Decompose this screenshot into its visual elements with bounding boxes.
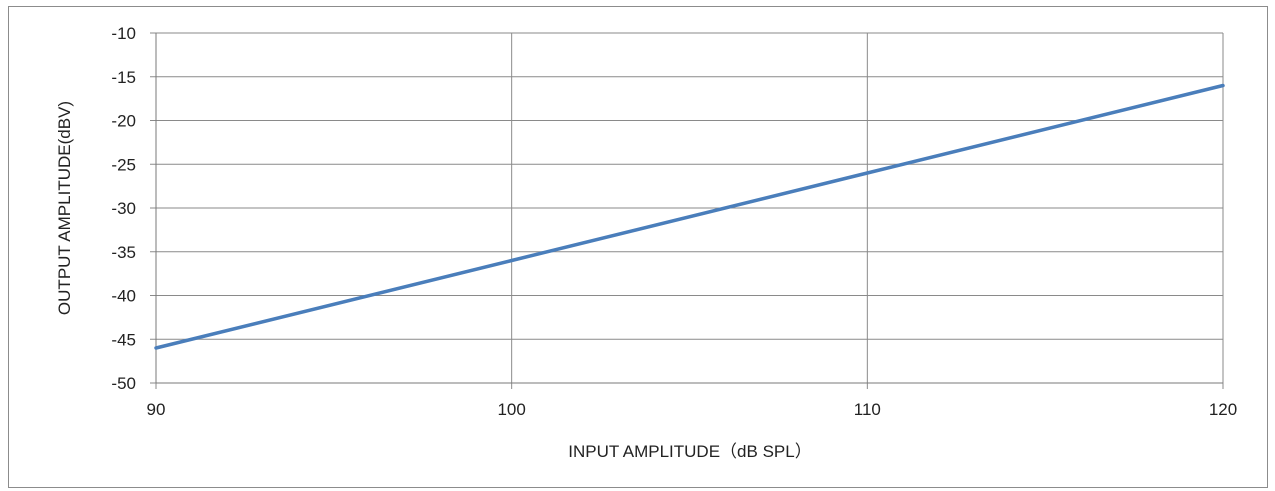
y-tick-label: -20 <box>111 112 136 131</box>
y-tick-label: -50 <box>111 374 136 393</box>
y-tick-label: -10 <box>111 24 136 43</box>
y-tick-label: -25 <box>111 155 136 174</box>
y-tick-label: -45 <box>111 330 136 349</box>
y-tick-label: -15 <box>111 68 136 87</box>
x-tick-label: 100 <box>497 400 525 419</box>
x-tick-label: 120 <box>1209 400 1237 419</box>
chart-frame <box>8 6 1268 488</box>
y-tick-label: -30 <box>111 199 136 218</box>
axes <box>150 32 1224 389</box>
y-tick-labels: -10 -15 -20 -25 -30 -35 -40 -45 -50 <box>111 24 136 393</box>
grid-lines <box>155 32 1224 384</box>
x-tick-label: 110 <box>854 400 881 419</box>
series-line <box>154 83 1225 350</box>
x-tick-labels: 90 100 110 120 <box>147 400 1238 419</box>
x-tick-label: 90 <box>147 400 166 419</box>
y-tick-label: -40 <box>111 287 136 306</box>
x-axis-title: INPUT AMPLITUDE（dB SPL） <box>568 442 811 461</box>
y-axis-title: OUTPUT AMPLITUDE(dBV) <box>55 101 74 315</box>
series-layer <box>154 83 1225 350</box>
y-tick-label: -35 <box>111 243 136 262</box>
